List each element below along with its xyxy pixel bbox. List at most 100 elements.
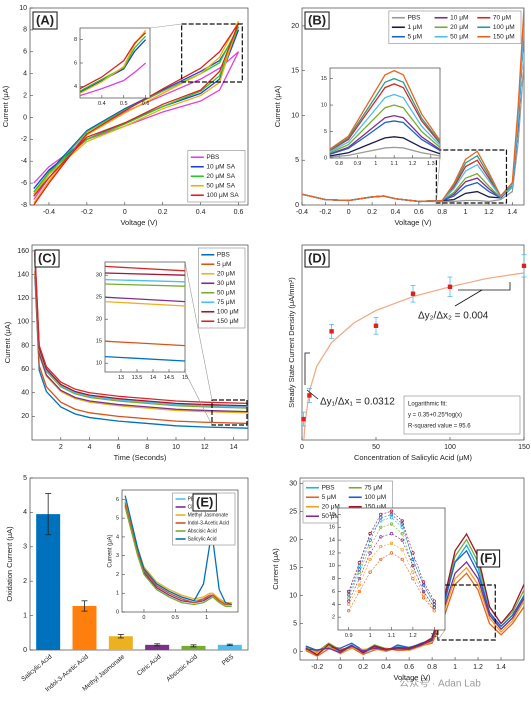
- series-marker: [357, 576, 362, 581]
- annotation-arrow: [454, 289, 483, 307]
- series-marker: [379, 557, 383, 562]
- series-marker: [421, 583, 426, 587]
- series-marker: [379, 525, 383, 529]
- x-tick-label: 0.2: [358, 664, 368, 671]
- series-marker: [400, 525, 404, 529]
- x-tick-label: 0.6: [414, 209, 424, 216]
- legend-label: 1 μM: [407, 24, 422, 31]
- series-line: [80, 35, 147, 92]
- legend-label: 150 μM: [217, 318, 239, 325]
- x-tick-label: 2: [59, 444, 63, 451]
- y-tick-label: 6: [332, 589, 335, 595]
- series-line: [330, 120, 440, 155]
- series-marker: [379, 535, 383, 539]
- y-tick-label: 2: [116, 572, 119, 578]
- series-line: [34, 259, 248, 413]
- x-tick-label: 13: [118, 375, 124, 381]
- series-marker: [411, 557, 415, 562]
- data-point: [410, 291, 416, 296]
- zoom-connector: [184, 261, 213, 401]
- legend-label: 150 μM: [364, 503, 386, 510]
- data-point: [373, 323, 379, 328]
- series-marker: [400, 519, 404, 523]
- x-tick-label: 13.5: [132, 375, 143, 381]
- y-tick-label: 120: [17, 295, 29, 302]
- y-tick-label: 4: [116, 534, 119, 540]
- x-tick-label: 1.3: [430, 633, 438, 639]
- y-axis-label: Current (μA): [108, 534, 114, 567]
- y-tick-label: 6: [23, 49, 27, 56]
- plot-area: [337, 507, 446, 631]
- x-tick-label: 10: [172, 444, 180, 451]
- series-marker: [379, 515, 383, 520]
- bar: [217, 644, 242, 650]
- y-tick-label: 4: [332, 602, 335, 608]
- legend-label: 70 μM: [493, 14, 511, 21]
- legend-box: [388, 10, 522, 44]
- legend-label: PBS: [407, 14, 421, 21]
- panel-label: (A): [36, 12, 54, 27]
- legend-label: Salicylic Acid: [188, 536, 217, 542]
- panel-label-box: [476, 549, 501, 568]
- y-tick-label: 30: [96, 273, 102, 279]
- x-tick-label: 50: [372, 444, 380, 451]
- zoom-connector: [149, 23, 182, 29]
- y-tick-label: 14: [329, 538, 335, 544]
- x-tick-label: -0.4: [43, 209, 55, 216]
- series-line: [105, 283, 185, 287]
- x-tick-label: 0.6: [142, 101, 150, 107]
- x-tick-label: 1.1: [390, 161, 398, 167]
- y-tick-label: 20: [21, 413, 29, 420]
- y-tick-label: 16: [329, 525, 335, 531]
- y-tick-label: 8: [23, 27, 27, 34]
- bar: [36, 514, 61, 650]
- x-tick-label: -0.2: [81, 209, 93, 216]
- series-line: [330, 104, 440, 154]
- x-tick-label: 14.5: [164, 375, 175, 381]
- y-axis-label: Current (μA): [273, 85, 282, 127]
- y-tick-label: 0: [295, 202, 299, 209]
- legend-label: 100 μM: [217, 308, 239, 315]
- x-tick-label: 15: [182, 375, 188, 381]
- series-marker: [368, 544, 372, 549]
- x-tick-label: 0.4: [196, 209, 206, 216]
- series-marker: [357, 589, 362, 594]
- legend-label: PBS: [206, 154, 220, 161]
- series-line: [348, 523, 435, 608]
- bar: [108, 636, 133, 650]
- data-point: [307, 393, 312, 398]
- zoom-connector: [437, 629, 446, 641]
- y-tick-label: 15: [289, 564, 297, 571]
- series-line: [34, 253, 248, 407]
- series-marker: [421, 596, 426, 600]
- x-tick-label: 0.4: [381, 664, 391, 671]
- legend-label: 5 μM: [322, 494, 337, 501]
- y-tick-label: 0: [23, 114, 27, 121]
- series-marker: [400, 557, 404, 562]
- legend-label: Methyl Jasmonate: [188, 512, 229, 518]
- series-marker: [347, 602, 351, 606]
- x-axis-label: Voltage (V): [394, 218, 432, 227]
- x-tick-label: 12: [201, 444, 209, 451]
- x-tick-label: 0.8: [437, 209, 447, 216]
- panel-label-box: [192, 493, 217, 512]
- y-tick-label: 10: [19, 5, 27, 12]
- series-line: [105, 355, 185, 362]
- legend-label: 10 μM: [450, 14, 468, 21]
- legend-label: 50 μM: [217, 289, 235, 296]
- series-marker: [400, 538, 404, 542]
- zoom-box: [211, 399, 248, 426]
- x-tick-label: 0.5: [171, 615, 179, 621]
- y-tick-label: 15: [96, 339, 102, 345]
- legend-label: 5 μM: [217, 261, 232, 268]
- series-marker: [368, 551, 372, 555]
- y-tick-label: 5: [295, 157, 299, 164]
- series-line: [105, 300, 185, 307]
- x-tick-label: 1.1: [388, 633, 396, 639]
- plot-area: [104, 261, 186, 373]
- data-point: [447, 284, 453, 289]
- zoom-connector: [436, 157, 441, 204]
- panel-label-box: [304, 11, 330, 30]
- zoom-connector: [149, 81, 182, 99]
- series-marker: [357, 583, 362, 587]
